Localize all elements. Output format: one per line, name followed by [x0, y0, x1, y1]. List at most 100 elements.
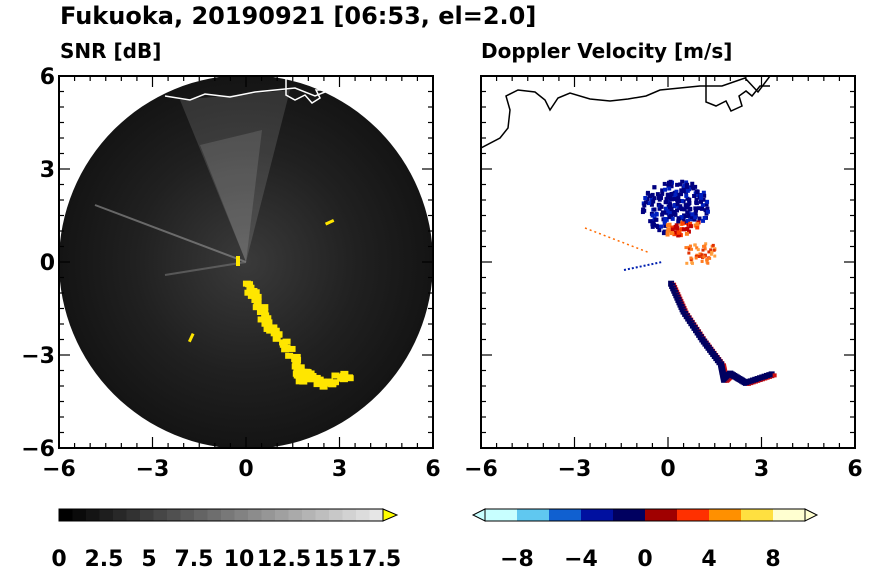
doppler-colorbar-tick-label: −8 — [500, 547, 534, 570]
doppler-cluster-cell — [688, 224, 693, 229]
y-tick-label: 3 — [40, 158, 55, 183]
doppler-cluster-cell — [682, 213, 687, 218]
doppler-title: Doppler Velocity [m/s] — [481, 39, 732, 63]
doppler-cluster-cell — [685, 219, 690, 224]
snr-coastline — [164, 76, 341, 101]
doppler-cluster-cell — [686, 229, 691, 234]
snr-echo-cell — [323, 380, 332, 387]
snr-colorbar-cell — [140, 509, 154, 521]
snr-echo-cell — [339, 376, 348, 383]
doppler-cluster-cell — [675, 182, 680, 187]
doppler-cluster — [640, 179, 717, 265]
y-tick-label: −6 — [21, 437, 55, 462]
snr-colorbar-cell — [153, 509, 168, 521]
doppler-cluster-cell — [674, 223, 679, 228]
snr-colorbar-cell — [180, 509, 195, 521]
doppler-cluster-cell — [680, 207, 685, 212]
doppler-cluster-cell — [655, 192, 660, 197]
snr-colorbar-cell — [221, 509, 235, 521]
snr-echo-cell — [257, 316, 266, 323]
doppler-cluster-cell — [675, 208, 680, 213]
snr-colorbar-cell — [167, 509, 181, 521]
snr-echo-cell — [263, 315, 272, 322]
doppler-cluster-cell — [692, 193, 697, 198]
snr-colorbar-cell — [99, 509, 114, 521]
doppler-cluster-cell — [682, 207, 687, 212]
doppler-cluster-cell — [684, 214, 689, 219]
x-tick-label: −6 — [464, 457, 498, 482]
snr-colorbar-cell — [248, 509, 262, 521]
snr-beam-streak — [94, 204, 247, 263]
x-tick-label: −3 — [136, 457, 170, 482]
doppler-cluster-cell — [713, 247, 717, 251]
doppler-cluster-cell — [661, 231, 666, 236]
doppler-colorbar-cell — [677, 509, 710, 521]
doppler-cluster-cell — [651, 222, 656, 227]
snr-echo-cell — [242, 280, 251, 287]
snr-small-echo — [236, 256, 240, 266]
doppler-cluster-cell — [660, 210, 665, 215]
doppler-colorbar-extend-arrow — [471, 508, 486, 522]
snr-echo-cell — [260, 308, 269, 315]
doppler-cluster-cell — [684, 180, 689, 185]
doppler-cluster-cell — [688, 221, 693, 226]
doppler-cluster-cell — [665, 230, 670, 235]
doppler-cluster-cell — [646, 201, 651, 206]
doppler-cluster-cell — [697, 254, 701, 258]
snr-echo-cell — [272, 335, 281, 342]
doppler-cluster-cell — [669, 184, 674, 189]
doppler-colorbar-frame — [484, 508, 806, 522]
doppler-echo-cell — [768, 371, 775, 378]
x-tick-label: 0 — [660, 457, 675, 482]
doppler-cluster-cell — [699, 193, 704, 198]
doppler-cluster-cell — [642, 203, 647, 208]
doppler-cluster-cell — [684, 183, 689, 188]
doppler-cluster-cell — [665, 223, 670, 228]
doppler-coastline — [481, 76, 771, 149]
doppler-cluster-cell — [679, 227, 684, 232]
snr-echo-cell — [308, 376, 317, 383]
doppler-cluster-cell — [680, 188, 685, 193]
doppler-cluster-cell — [662, 181, 667, 186]
snr-echo-cell — [260, 304, 269, 311]
doppler-cluster-cell — [694, 197, 699, 202]
doppler-beam-streak — [584, 227, 651, 254]
doppler-cluster-cell — [666, 195, 671, 200]
doppler-cluster-cell — [685, 226, 690, 231]
doppler-cluster-cell — [654, 212, 659, 217]
doppler-cluster-cell — [657, 206, 662, 211]
doppler-cluster-cell — [674, 189, 679, 194]
doppler-cluster-cell — [690, 247, 694, 251]
doppler-cluster-cell — [676, 219, 681, 224]
doppler-cluster-cell — [706, 261, 710, 265]
doppler-echo-cell — [772, 373, 777, 378]
snr-echo-cell — [296, 365, 305, 372]
doppler-cluster-cell — [675, 201, 680, 206]
doppler-cluster-cell — [670, 227, 675, 232]
doppler-cluster-cell — [697, 216, 702, 221]
doppler-cluster-cell — [712, 248, 716, 252]
snr-colorbar-tick-label: 15 — [314, 547, 345, 570]
x-tick-label: 3 — [332, 457, 347, 482]
doppler-cluster-cell — [701, 197, 706, 202]
doppler-colorbar-cell — [773, 509, 806, 521]
doppler-cluster-cell — [679, 198, 684, 203]
doppler-cluster-cell — [704, 202, 709, 207]
doppler-cluster-cell — [687, 245, 691, 249]
doppler-cluster-cell — [700, 203, 705, 208]
doppler-cluster-cell — [685, 261, 689, 265]
snr-bright-sector — [180, 90, 290, 262]
snr-echo-cell — [292, 360, 301, 367]
doppler-cluster-cell — [677, 228, 682, 233]
doppler-cluster-cell — [671, 191, 676, 196]
doppler-cluster-cell — [648, 219, 653, 224]
doppler-cluster-cell — [702, 244, 706, 248]
doppler-cluster-cell — [687, 247, 691, 251]
doppler-cluster-cell — [647, 193, 652, 198]
doppler-cluster-cell — [659, 204, 664, 209]
doppler-cluster-cell — [700, 253, 704, 257]
snr-echo-cell — [264, 319, 273, 326]
snr-colorbar-frame — [58, 508, 384, 522]
doppler-cluster-cell — [664, 197, 669, 202]
